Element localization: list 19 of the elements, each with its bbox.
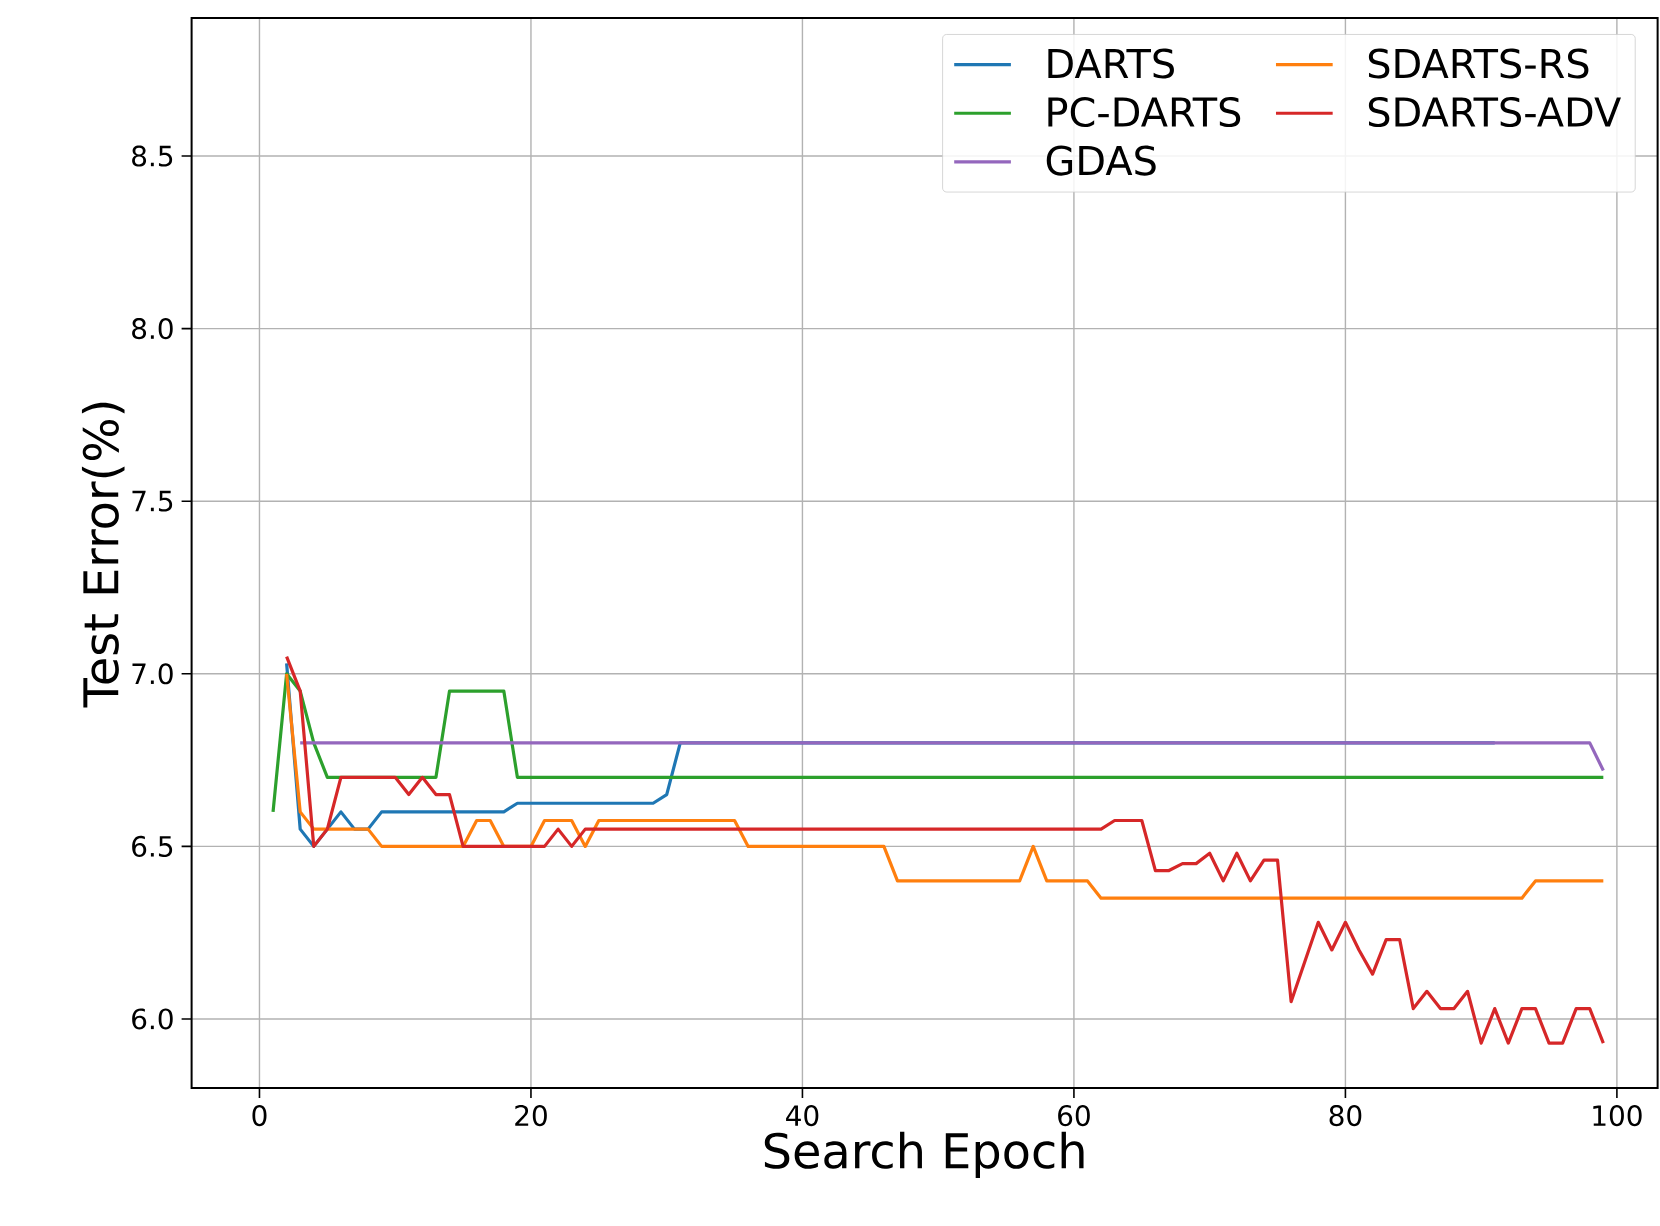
y-tick-label: 8.0 [132, 318, 173, 340]
x-tick-label: 80 [1329, 1105, 1362, 1127]
legend-label: GDAS [1046, 145, 1156, 176]
x-tick-label: 100 [1593, 1105, 1642, 1127]
x-tick-label: 40 [786, 1105, 819, 1127]
x-tick-label: 60 [1058, 1105, 1090, 1127]
y-tick-label: 6.5 [132, 835, 173, 857]
y-tick-label: 7.0 [132, 663, 173, 685]
legend-label: DARTS [1048, 48, 1174, 79]
y-tick-label: 8.5 [132, 145, 173, 167]
legend-label: SDARTS-RS [1368, 48, 1589, 79]
legend-label: SDARTS-ADV [1368, 96, 1621, 128]
x-tick-label: 0 [252, 1105, 267, 1127]
y-tick-label: 6.0 [132, 1008, 173, 1030]
y-axis-title: Test Error(%) [81, 402, 125, 708]
x-tick-label: 20 [515, 1105, 547, 1127]
x-axis-title: Search Epoch [764, 1131, 1084, 1179]
legend-label: PC-DARTS [1048, 96, 1241, 128]
y-tick-label: 7.5 [132, 490, 173, 512]
